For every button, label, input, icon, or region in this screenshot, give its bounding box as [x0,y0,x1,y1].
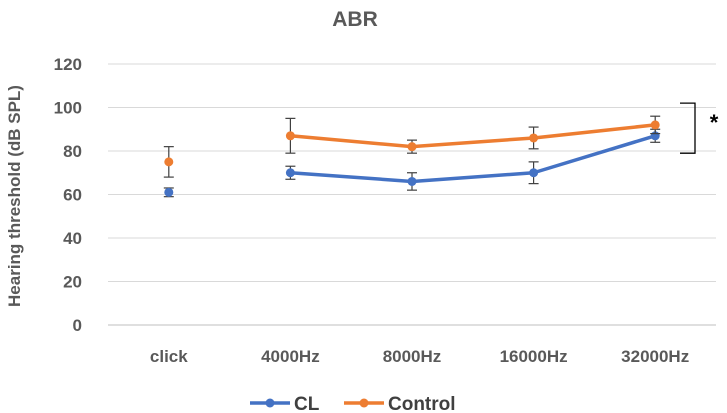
data-point [164,157,174,167]
legend-item-control: Control [344,394,456,413]
y-tick-label: 80 [63,142,82,161]
x-tick-label: 4000Hz [261,347,320,366]
y-tick-label: 100 [54,99,82,118]
legend-label: CL [294,394,320,413]
legend-marker [265,398,275,408]
x-tick-label: click [150,347,188,366]
y-tick-label: 120 [54,55,82,74]
x-tick-label: 16000Hz [500,347,568,366]
significance-annotation: * [680,102,719,154]
y-axis-title: Hearing threshold (dB SPL) [5,85,24,307]
series-layer [163,115,661,198]
y-tick-label: 0 [73,316,82,335]
data-point [285,131,295,141]
series-line [290,134,656,184]
significance-bracket [680,102,696,154]
series-control [163,115,661,178]
data-point [285,168,295,178]
data-point [407,142,417,152]
data-point [529,133,539,143]
data-point [650,120,660,130]
significance-label: * [710,110,719,135]
y-tick-label: 20 [63,273,82,292]
legend: CL Control [250,394,456,413]
legend-label: Control [388,394,456,413]
chart-title: ABR [332,8,378,31]
legend-item-cl: CL [250,394,320,413]
series-line [290,123,656,149]
x-tick-label: 8000Hz [383,347,442,366]
x-tick-label: 32000Hz [621,347,689,366]
legend-marker [359,398,369,408]
y-tick-label: 40 [63,229,82,248]
data-point [529,168,539,178]
x-tick-labels: click 4000Hz 8000Hz 16000Hz 32000Hz [150,347,689,366]
data-point [164,187,174,197]
series-cl [163,128,661,198]
gridlines [108,63,716,326]
y-tick-labels: 0 20 40 60 80 100 120 [54,55,82,335]
data-point [407,176,417,186]
y-tick-label: 60 [63,186,82,205]
